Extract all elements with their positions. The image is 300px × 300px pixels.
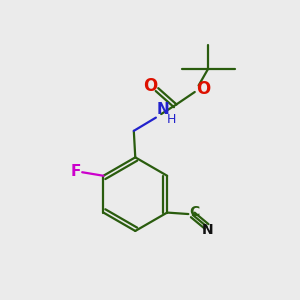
Text: N: N <box>157 102 169 117</box>
Text: H: H <box>167 112 176 126</box>
Text: O: O <box>143 77 157 95</box>
Text: O: O <box>196 80 210 98</box>
Text: N: N <box>202 223 213 237</box>
Text: F: F <box>70 164 81 179</box>
Text: C: C <box>190 205 200 219</box>
